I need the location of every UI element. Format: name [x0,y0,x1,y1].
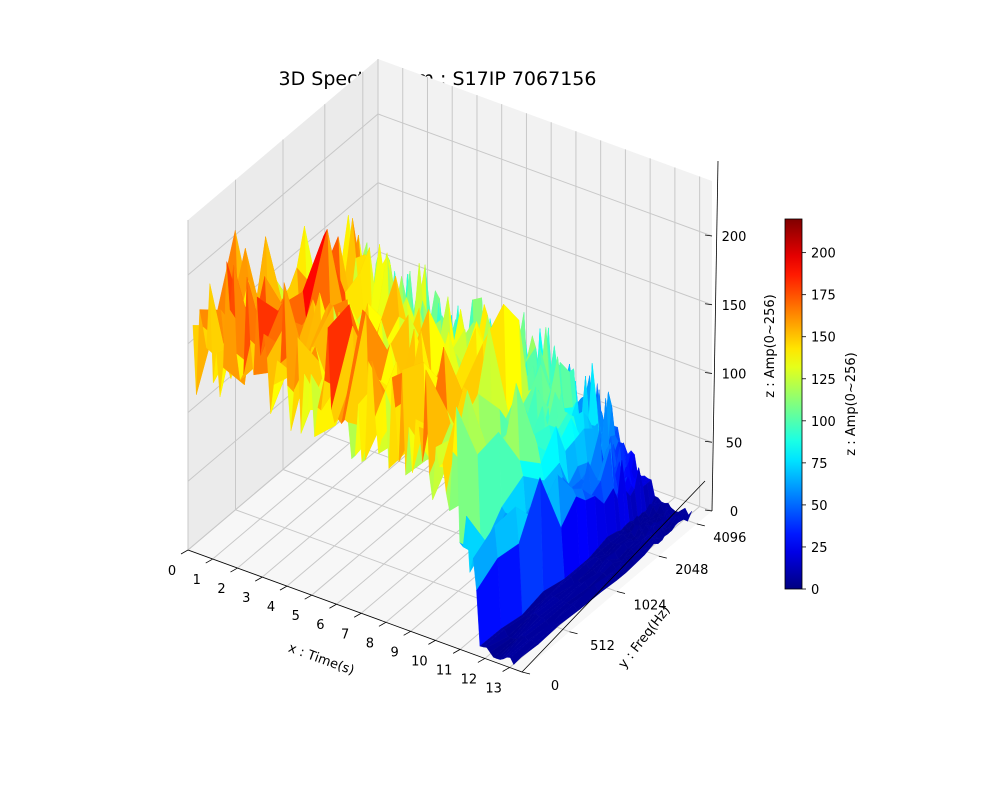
x-axis-label: x : Time(s) [286,641,356,679]
colorbar-tick-label: 125 [811,373,836,388]
y-tick-label: 2048 [675,563,708,578]
colorbar-tick-label: 75 [811,457,828,472]
z-tick-label: 100 [722,368,747,383]
y-tick-mark [616,591,626,594]
z-tick-mark [704,234,713,237]
colorbar-label: z : Amp(0~256) [844,352,859,455]
x-tick-mark [230,567,238,573]
z-tick-label: 0 [730,505,738,520]
y-tick-mark [696,523,705,527]
x-tick-mark [502,667,510,672]
x-tick-label: 10 [411,654,428,669]
x-tick-mark [452,649,461,654]
x-tick-mark [403,630,411,636]
x-tick-mark [180,549,189,555]
y-axis-line [521,480,706,673]
x-tick-mark [428,640,436,645]
x-tick-label: 13 [485,681,502,696]
x-tick-mark [329,603,337,609]
x-tick-label: 3 [242,591,250,606]
x-tick-label: 4 [267,600,275,615]
colorbar-tick-label: 50 [811,499,828,514]
x-tick-label: 7 [341,627,349,642]
z-tick-label: 50 [726,436,743,451]
x-axis-line [187,549,523,673]
colorbar-tick-label: 25 [811,541,828,556]
x-tick-mark [279,585,288,591]
y-tick-label: 512 [590,639,615,654]
x-tick-label: 0 [168,564,176,579]
x-tick-mark [205,558,213,564]
z-axis-line [711,160,719,512]
y-tick-mark [658,555,667,559]
x-tick-label: 5 [292,609,300,624]
y-tick-label: 4096 [713,531,746,546]
z-axis-label: z : Amp(0~256) [763,294,778,397]
colorbar-tick-label: 175 [811,289,836,304]
z-tick-mark [704,440,713,443]
z-tick-label: 150 [722,299,747,314]
colorbar-tick-label: 100 [811,415,836,430]
x-tick-label: 6 [316,618,324,633]
colorbar-tick-label: 150 [811,331,836,346]
surface-patch [513,643,539,665]
x-tick-mark [255,576,263,582]
grid-line-z [187,113,713,276]
z-tick-mark [704,303,713,306]
colorbar-tick-label: 200 [811,247,836,262]
colorbar-bar [784,218,803,590]
z-tick-mark [704,372,713,374]
z-tick-label: 200 [722,230,747,245]
x-tick-label: 11 [436,663,453,678]
z-tick-mark [704,509,713,512]
x-tick-mark [378,621,387,627]
colorbar-tick-label: 0 [811,583,819,598]
y-tick-label: 1024 [633,599,666,614]
x-tick-mark [477,658,486,663]
y-tick-label: 0 [551,679,559,694]
x-tick-mark [304,594,312,600]
x-tick-label: 9 [391,645,399,660]
y-tick-mark [569,631,578,635]
x-tick-label: 12 [461,672,478,687]
x-tick-label: 2 [217,582,225,597]
surface-patch [497,543,523,630]
y-tick-mark [521,671,531,675]
x-tick-label: 8 [366,636,374,651]
x-tick-label: 1 [193,573,201,588]
x-tick-mark [353,612,362,618]
